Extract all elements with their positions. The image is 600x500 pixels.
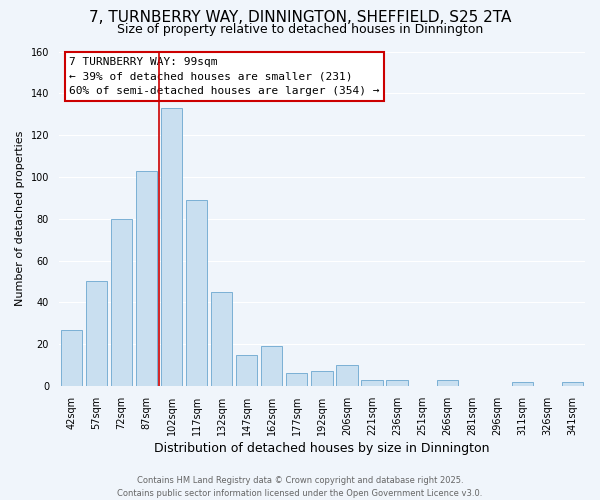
Bar xyxy=(512,382,533,386)
Bar xyxy=(161,108,182,386)
Bar xyxy=(437,380,458,386)
Bar xyxy=(311,372,332,386)
Text: Contains HM Land Registry data © Crown copyright and database right 2025.
Contai: Contains HM Land Registry data © Crown c… xyxy=(118,476,482,498)
Bar xyxy=(111,218,132,386)
Bar xyxy=(236,354,257,386)
Bar xyxy=(286,374,307,386)
X-axis label: Distribution of detached houses by size in Dinnington: Distribution of detached houses by size … xyxy=(154,442,490,455)
Bar xyxy=(562,382,583,386)
Bar xyxy=(261,346,283,386)
Bar xyxy=(336,365,358,386)
Text: 7 TURNBERRY WAY: 99sqm
← 39% of detached houses are smaller (231)
60% of semi-de: 7 TURNBERRY WAY: 99sqm ← 39% of detached… xyxy=(70,56,380,96)
Bar xyxy=(86,282,107,386)
Y-axis label: Number of detached properties: Number of detached properties xyxy=(15,131,25,306)
Bar xyxy=(386,380,408,386)
Bar xyxy=(186,200,207,386)
Text: Size of property relative to detached houses in Dinnington: Size of property relative to detached ho… xyxy=(117,22,483,36)
Bar xyxy=(61,330,82,386)
Bar xyxy=(361,380,383,386)
Bar xyxy=(211,292,232,386)
Text: 7, TURNBERRY WAY, DINNINGTON, SHEFFIELD, S25 2TA: 7, TURNBERRY WAY, DINNINGTON, SHEFFIELD,… xyxy=(89,10,511,25)
Bar xyxy=(136,170,157,386)
